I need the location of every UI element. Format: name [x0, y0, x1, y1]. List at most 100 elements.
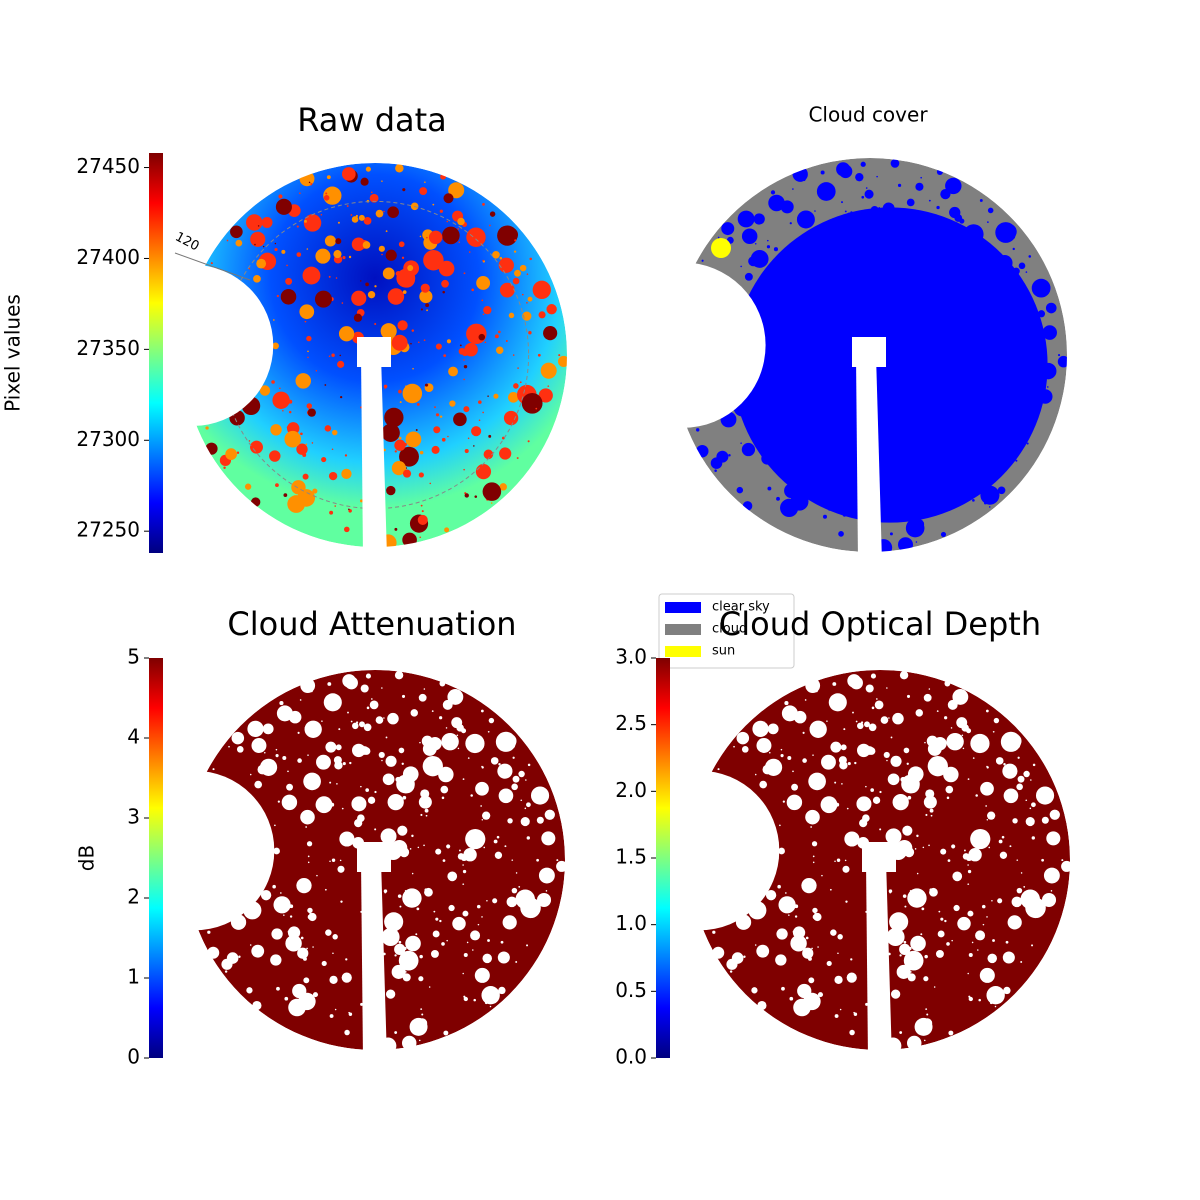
blob [780, 754, 784, 758]
blob [383, 717, 385, 719]
blob [878, 206, 881, 209]
blob [916, 281, 927, 292]
blob [337, 360, 345, 368]
blob [259, 731, 261, 734]
blob [757, 350, 760, 353]
blob [1021, 310, 1031, 320]
blob [802, 758, 807, 763]
blob [924, 741, 926, 744]
blob [787, 755, 792, 760]
blob [879, 385, 883, 390]
blob [859, 446, 862, 449]
blob [397, 894, 402, 898]
blob [743, 838, 746, 841]
blob [784, 701, 789, 706]
blob [402, 383, 423, 404]
blob [288, 410, 292, 414]
blob [967, 778, 970, 781]
blob [207, 946, 220, 959]
blob [698, 356, 700, 358]
blob [521, 293, 524, 296]
blob [419, 536, 422, 539]
blob [378, 245, 385, 252]
blob [547, 835, 549, 837]
blob [1025, 897, 1046, 919]
tick-label: 3.0 [615, 645, 647, 669]
blob [225, 843, 233, 851]
blob [948, 1030, 954, 1036]
blob [844, 210, 847, 213]
blob [233, 898, 235, 900]
blob [498, 986, 506, 995]
blob [244, 483, 252, 490]
blob [925, 485, 928, 488]
blob [507, 818, 513, 824]
blob [776, 928, 788, 940]
blob [1006, 392, 1018, 404]
blob [300, 936, 304, 940]
blob [470, 930, 481, 941]
blob [751, 987, 758, 994]
blob [1028, 255, 1032, 258]
blob [919, 247, 941, 269]
blob [715, 338, 723, 345]
blob [201, 274, 204, 276]
blob [736, 322, 742, 328]
blob [764, 342, 772, 350]
sky-background [690, 670, 1070, 1050]
blob [296, 487, 302, 493]
blob [457, 853, 465, 860]
blob [979, 199, 983, 202]
blob [370, 526, 382, 539]
blob [338, 728, 341, 731]
blob [316, 754, 331, 770]
blob [957, 344, 960, 347]
blob [334, 1008, 337, 1011]
blob [1031, 802, 1036, 808]
blob [894, 449, 916, 470]
blob [321, 720, 323, 722]
blob [342, 674, 356, 688]
blob [874, 1007, 877, 1010]
blob [526, 836, 530, 840]
blob [273, 896, 291, 914]
blob [306, 403, 313, 409]
blob [235, 239, 243, 247]
blob [231, 731, 245, 745]
blob [993, 333, 998, 338]
blob [817, 946, 819, 948]
blob [285, 277, 293, 285]
blob [1052, 835, 1054, 837]
blob [987, 221, 989, 223]
blob [930, 407, 933, 410]
blob [243, 901, 262, 920]
blob [894, 438, 898, 442]
blob [241, 804, 262, 825]
blob [828, 509, 830, 511]
blob [875, 322, 893, 339]
blob [342, 256, 346, 260]
blob [381, 927, 400, 947]
blob [968, 996, 973, 1002]
blob [878, 265, 891, 278]
blob [398, 940, 402, 944]
blob [398, 241, 405, 248]
blob [998, 280, 1014, 297]
blob [254, 339, 259, 344]
blob [304, 726, 308, 730]
blob [314, 290, 332, 308]
blob [778, 262, 781, 264]
blob [756, 737, 772, 753]
blob [446, 220, 449, 223]
blob [999, 851, 1008, 859]
blob [194, 864, 203, 873]
blob [792, 303, 808, 319]
blob [944, 716, 948, 720]
blob [540, 362, 557, 379]
blob [943, 217, 945, 219]
blob [1012, 818, 1018, 824]
blob [205, 442, 218, 455]
blob [946, 796, 950, 800]
blob [928, 448, 937, 457]
blob [907, 795, 912, 800]
